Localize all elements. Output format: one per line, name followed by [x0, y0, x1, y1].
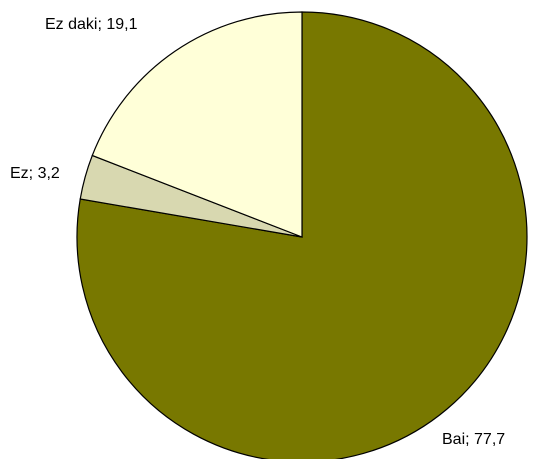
- pie-slices: [76, 11, 528, 459]
- pie-label-bai: Bai; 77,7: [442, 431, 505, 448]
- pie-label-ez-daki: Ez daki; 19,1: [45, 16, 138, 33]
- pie-slice-ez-daki: [91, 11, 303, 238]
- pie-labels: Bai; 77,7 Ez; 3,2 Ez daki; 19,1: [10, 16, 505, 448]
- pie-label-ez: Ez; 3,2: [10, 165, 60, 182]
- pie-slice-bai: [76, 11, 528, 459]
